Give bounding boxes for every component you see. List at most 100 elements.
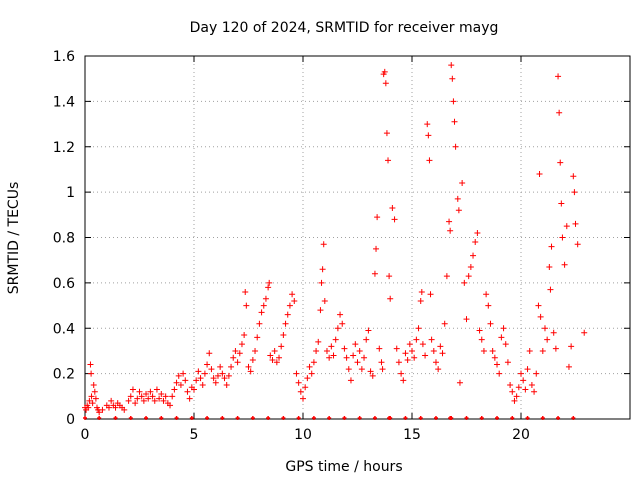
data-point	[225, 372, 232, 379]
data-point	[413, 336, 420, 343]
data-point	[266, 279, 273, 286]
data-point	[175, 372, 182, 379]
data-point	[89, 400, 96, 407]
data-point	[160, 397, 167, 404]
data-point	[334, 325, 341, 332]
data-point	[201, 370, 208, 377]
data-point	[544, 336, 551, 343]
data-point	[393, 345, 400, 352]
data-point	[498, 334, 505, 341]
data-point	[339, 320, 346, 327]
data-point	[195, 368, 202, 375]
data-point	[526, 347, 533, 354]
data-point	[321, 298, 328, 305]
data-point	[385, 157, 392, 164]
data-point	[483, 291, 490, 298]
data-point	[228, 363, 235, 370]
data-point	[489, 347, 496, 354]
data-point	[108, 397, 115, 404]
data-point	[472, 239, 479, 246]
data-point	[425, 132, 432, 139]
data-point	[204, 361, 211, 368]
baseline-markers	[83, 416, 576, 420]
data-point	[153, 386, 160, 393]
data-point	[313, 347, 320, 354]
data-point	[485, 302, 492, 309]
data-point	[435, 366, 442, 373]
data-point	[378, 359, 385, 366]
data-point	[145, 395, 152, 402]
data-point	[391, 216, 398, 223]
data-point	[382, 80, 389, 87]
data-point	[162, 393, 169, 400]
data-point	[317, 307, 324, 314]
data-point	[376, 345, 383, 352]
data-point	[167, 402, 174, 409]
baseline-point	[510, 416, 515, 420]
data-point	[478, 336, 485, 343]
data-point	[581, 329, 588, 336]
data-point	[496, 370, 503, 377]
data-point	[470, 252, 477, 259]
data-point	[572, 220, 579, 227]
baseline-point	[327, 416, 332, 420]
data-point	[262, 295, 269, 302]
baseline-point	[540, 416, 545, 420]
data-point	[361, 354, 368, 361]
data-point	[315, 338, 322, 345]
y-tick-label: 1.2	[53, 140, 75, 156]
x-tick-label: 5	[190, 427, 199, 443]
data-point	[85, 404, 92, 411]
data-point	[319, 266, 326, 273]
baseline-point	[281, 416, 286, 420]
data-point	[547, 286, 554, 293]
baseline-point	[189, 416, 194, 420]
data-point	[515, 384, 522, 391]
data-point	[533, 370, 540, 377]
y-tick-label: 1.6	[53, 49, 75, 65]
data-point	[129, 386, 136, 393]
data-point	[293, 370, 300, 377]
data-point	[369, 372, 376, 379]
baseline-point	[83, 416, 87, 420]
data-point	[105, 404, 112, 411]
data-point	[449, 75, 456, 82]
baseline-point	[571, 416, 576, 420]
data-point	[465, 273, 472, 280]
data-point	[242, 288, 249, 295]
data-point	[88, 370, 95, 377]
baseline-point	[220, 416, 225, 420]
data-point	[511, 397, 518, 404]
data-point	[91, 388, 98, 395]
data-point	[356, 347, 363, 354]
data-point	[223, 381, 230, 388]
x-tick-label: 20	[512, 427, 530, 443]
data-point	[326, 354, 333, 361]
data-point	[428, 336, 435, 343]
data-point	[132, 400, 139, 407]
data-point	[96, 409, 103, 416]
data-point	[352, 341, 359, 348]
data-point	[367, 368, 374, 375]
data-point	[291, 298, 298, 305]
data-point	[254, 334, 261, 341]
data-point	[136, 388, 143, 395]
data-point	[219, 370, 226, 377]
data-point	[374, 214, 381, 221]
y-axis: 0 0.2 0.4 0.6 0.8 1 1.2 1.4 1.6	[53, 49, 630, 428]
data-point	[509, 388, 516, 395]
data-point	[350, 352, 357, 359]
data-point	[236, 350, 243, 357]
data-point	[90, 381, 97, 388]
data-point	[437, 343, 444, 350]
data-point	[184, 388, 191, 395]
baseline-point	[495, 416, 500, 420]
data-point	[480, 347, 487, 354]
data-point	[500, 325, 507, 332]
baseline-point	[113, 416, 118, 420]
data-point	[454, 195, 461, 202]
chart-title: Day 120 of 2024, SRMTID for receiver may…	[190, 20, 499, 36]
data-point	[574, 241, 581, 248]
y-tick-label: 0	[66, 412, 75, 428]
